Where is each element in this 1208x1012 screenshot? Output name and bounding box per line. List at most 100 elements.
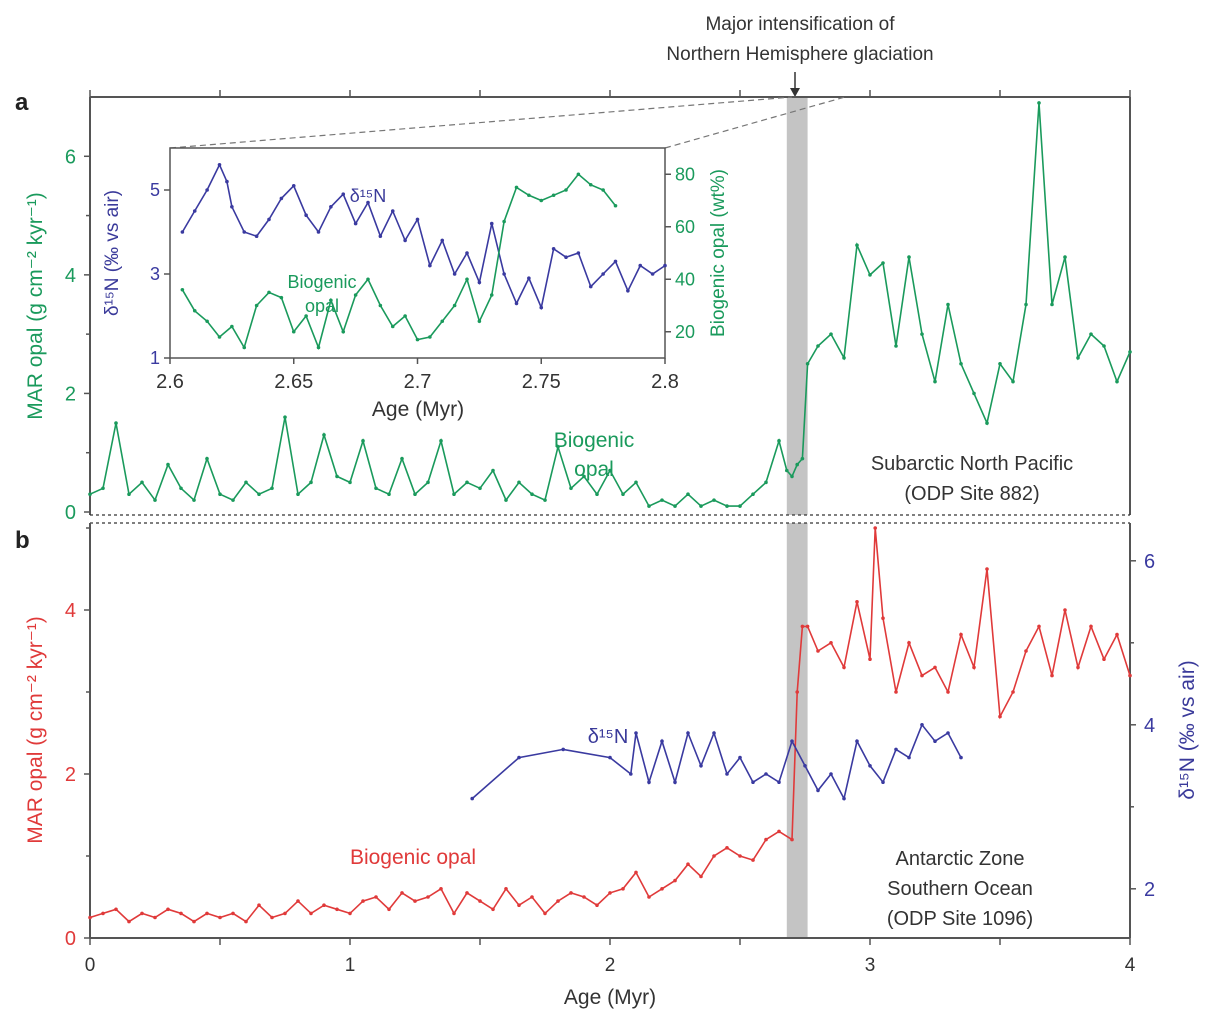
panel-a-opal-point (725, 504, 729, 508)
panel-b-d15n-point (764, 772, 768, 776)
panel-b-opal-point (1089, 624, 1093, 629)
inset-ytick-left-label: 1 (150, 348, 160, 368)
panel-a-opal-point (634, 480, 638, 485)
inset-ytick-right-label: 80 (675, 164, 695, 184)
inset-opal-point (601, 188, 605, 192)
inset-ylabel-right: Biogenic opal (wt%) (708, 169, 729, 337)
panel-b-opal-point (413, 899, 417, 903)
panel-b-series (88, 526, 1132, 924)
panel-a-opal-point (790, 474, 794, 479)
panel-b-opal-point (439, 887, 443, 891)
inset-d15n-point (180, 230, 185, 234)
panel-a-opal-point (1063, 255, 1067, 259)
panel-a-opal-point (205, 456, 209, 461)
panel-a-opal-point (413, 492, 417, 497)
panel-a-opal-point (426, 480, 430, 485)
panel-b-opal-point (322, 903, 326, 907)
inset-ytick-left-label: 3 (150, 264, 160, 284)
panel-a-opal-point (829, 332, 833, 336)
panel-a-opal-point (985, 421, 989, 425)
inset-xtick-label: 2.65 (274, 371, 313, 393)
panel-b-d15n-point (907, 755, 911, 760)
panel-a-opal-point (842, 356, 846, 360)
panel-b-ytick-left-label: 4 (65, 600, 76, 622)
panel-b-opal-point (712, 854, 716, 858)
inset-opal-point (180, 287, 185, 292)
inset-ytick-right-label: 20 (675, 322, 695, 342)
panel-b-opal-point (140, 911, 144, 916)
panel-a-ytick-label: 2 (65, 383, 76, 405)
inset-d15n-point (428, 263, 432, 268)
panel-b-opal-point (153, 915, 157, 920)
panel-a-opal-point (465, 480, 469, 485)
panel-b-opal-point (1063, 608, 1067, 612)
panel-b-opal-point (218, 915, 222, 920)
panel-b-d15n-point (686, 731, 690, 735)
panel-a-opal-point (361, 439, 365, 443)
inset-d15n-point (551, 247, 556, 251)
panel-a-opal-point (192, 498, 196, 502)
panel-b-opal-point (686, 862, 690, 866)
panel-b-opal-point (647, 895, 651, 899)
inset-d15n-point (502, 272, 506, 276)
panel-b-opal-point (608, 891, 612, 895)
panel-a-opal-point (231, 498, 235, 502)
panel-b-opal-point (491, 907, 495, 912)
panel-a-opal-point (712, 498, 716, 502)
inset-d15n-point (440, 238, 445, 243)
panel-b-d15n-point (790, 739, 794, 743)
panel-b-opal-point (1128, 673, 1132, 678)
panel-b-d15n-point (946, 731, 950, 735)
panel-b-d15n-point (920, 723, 924, 727)
panel-a-opal-point (1011, 379, 1015, 384)
panel-letter-a: a (15, 89, 29, 116)
inset-d15n-point (403, 238, 407, 243)
inset-opal-point (242, 345, 247, 350)
inset-ylabel-left: δ¹⁵N (‰ vs air) (102, 190, 123, 316)
inset-d15n-point (304, 213, 308, 217)
inset-xtick-label: 2.75 (522, 371, 561, 393)
inset-d15n-point (452, 272, 457, 276)
panel-b-opal-point (868, 657, 872, 661)
panel-b-opal-point (296, 899, 300, 903)
panel-a-opal-point (647, 504, 651, 508)
inset-opal-point (390, 324, 395, 329)
inset-opal-point (279, 295, 284, 300)
inset-d15n-point (341, 192, 346, 196)
panel-a-opal-point (556, 444, 560, 449)
panel-a-opal-point (582, 474, 586, 479)
panel-b-xtick-label: 4 (1125, 955, 1136, 976)
panel-b-opal-point (795, 690, 799, 694)
panel-b-opal-point (842, 665, 846, 670)
inset-opal-point (291, 329, 296, 334)
panel-a-opal-point (504, 498, 508, 502)
panel-b-xlabel: Age (Myr) (564, 986, 656, 1009)
panel-a-opal-point (1076, 356, 1080, 360)
panel-b-opal-point (166, 907, 170, 912)
panel-b-opal-point (257, 903, 261, 907)
panel-a-ytick-label: 4 (65, 265, 76, 287)
panel-a-opal-point (1089, 332, 1093, 336)
panel-b-d15n-point (608, 755, 612, 760)
panel-b-opal-point (101, 911, 105, 916)
inset-d15n-point (329, 205, 333, 209)
panel-b-opal-point (907, 641, 911, 645)
inset-d15n-point (638, 263, 643, 268)
panel-b-opal-point (88, 915, 92, 920)
panel-b-d15n-point (673, 780, 677, 784)
panel-b-ytick-right-label: 2 (1144, 879, 1155, 901)
inset-opal-point (341, 329, 346, 334)
inset-opal-point (465, 277, 469, 282)
inset-d15n-point (353, 221, 358, 226)
inset-d15n-point (291, 184, 296, 188)
panel-a-opal-point (998, 361, 1002, 366)
panel-a-opal-point (660, 498, 664, 502)
panel-b-opal-point (660, 887, 664, 891)
inset-opal-point (502, 219, 506, 224)
panel-a-opal-point (270, 486, 274, 491)
panel-a-opal-point (88, 492, 92, 497)
panel-b-opal-point (231, 911, 235, 916)
panel-a-opal-line (89, 102, 1131, 508)
inset-xtick-label: 2.6 (156, 371, 184, 393)
